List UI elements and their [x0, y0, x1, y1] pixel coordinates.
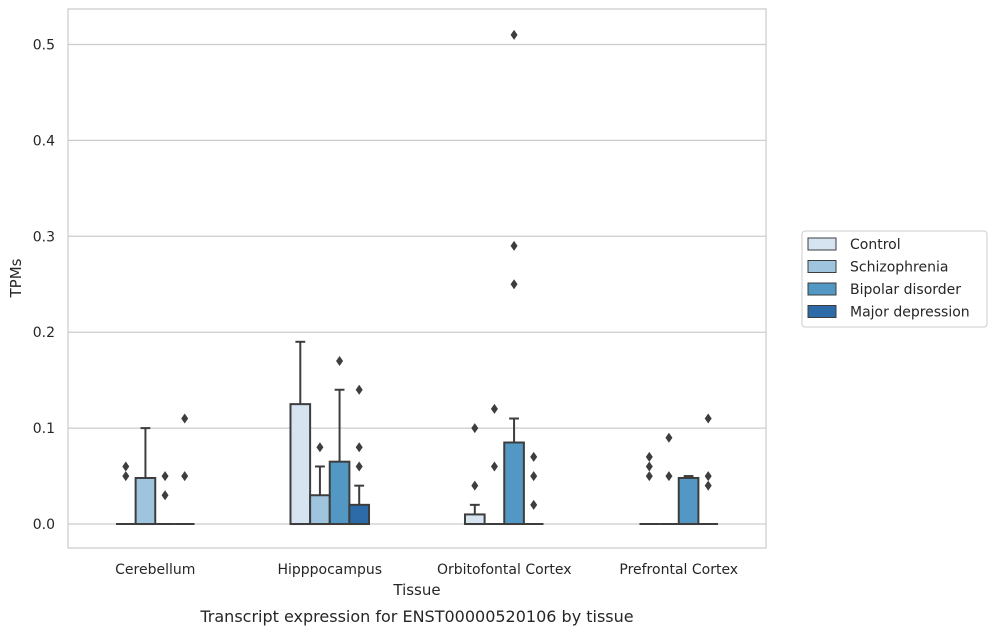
box-bipolar-disorder	[503, 29, 525, 526]
legend-swatch	[807, 282, 837, 296]
box-body	[348, 503, 371, 526]
box-body	[328, 460, 351, 526]
outlier-point	[665, 471, 673, 482]
legend-label: Major depression	[850, 305, 970, 321]
legend-swatch	[807, 305, 837, 318]
box-body	[463, 513, 486, 526]
outlier-point	[336, 355, 344, 366]
plot-frame	[67, 8, 767, 549]
outlier-point	[316, 442, 324, 453]
y-tick-labels: 0.0 0.1 0.2 0.3 0.4 0.5	[33, 37, 55, 533]
outlier-point	[530, 499, 538, 510]
outlier-point	[645, 461, 653, 472]
x-axis-label: Tissue	[392, 581, 440, 599]
outlier-point	[161, 490, 169, 501]
legend-label: Bipolar disorder	[850, 282, 961, 298]
outlier-point	[471, 480, 479, 491]
x-tick-label: Prefrontal Cortex	[619, 562, 738, 578]
legend-frame	[801, 230, 988, 328]
outlier-point	[665, 432, 673, 443]
box-major-depression	[174, 413, 195, 526]
outlier-point	[510, 240, 518, 251]
x-tick-label: Orbitofontal Cortex	[437, 562, 572, 578]
grid-lines	[68, 43, 766, 525]
legend-label: Control	[850, 237, 901, 253]
x-tick-label: Cerebellum	[115, 562, 195, 578]
y-tick-label: 0.0	[33, 517, 55, 533]
legend-swatch	[807, 260, 837, 273]
legend: Control Schizophrenia Bipolar disorder Majo…	[801, 230, 988, 328]
outlier-point	[355, 442, 363, 453]
y-tick-label: 0.1	[33, 421, 55, 437]
outlier-point	[645, 451, 653, 462]
box-body	[309, 494, 331, 526]
box-schizophrenia	[309, 442, 331, 526]
outlier-point	[645, 471, 653, 482]
box-control	[289, 340, 312, 526]
outlier-point	[122, 471, 130, 482]
box-body	[134, 476, 157, 526]
y-axis-label: TPMs	[7, 258, 25, 298]
x-tick-labels: Cerebellum Hipppocampus Orbitofontal Corte…	[115, 562, 738, 578]
outlier-point	[510, 279, 518, 290]
outlier-point	[161, 471, 169, 482]
box-body	[677, 476, 700, 526]
x-tick-label: Hipppocampus	[277, 562, 382, 578]
outlier-point	[355, 461, 363, 472]
outlier-point	[490, 461, 498, 472]
outlier-point	[471, 423, 479, 434]
box-control	[463, 423, 486, 526]
outlier-point	[704, 471, 712, 482]
box-major-depression	[523, 451, 544, 526]
box-schizophrenia	[659, 432, 679, 526]
outlier-point	[355, 384, 363, 395]
legend-label: Schizophrenia	[850, 260, 948, 276]
outlier-point	[510, 29, 518, 40]
y-tick-label: 0.2	[33, 325, 55, 341]
box-bipolar-disorder	[677, 475, 700, 526]
box-major-depression	[698, 413, 719, 526]
outlier-point	[181, 471, 189, 482]
y-tick-label: 0.5	[33, 37, 55, 53]
legend-swatch	[807, 237, 837, 251]
box-body	[289, 403, 312, 526]
box-bipolar-disorder	[328, 355, 351, 526]
box-major-depression	[348, 384, 371, 526]
outlier-point	[122, 461, 130, 472]
box-control	[639, 451, 660, 526]
box-control	[115, 461, 136, 526]
y-tick-label: 0.3	[33, 229, 55, 245]
outlier-point	[181, 413, 189, 424]
y-tick-label: 0.4	[33, 133, 55, 149]
box-schizophrenia	[484, 403, 505, 526]
chart-caption: Transcript expression for ENST0000052010…	[199, 607, 633, 626]
outlier-point	[530, 451, 538, 462]
boxes	[115, 29, 719, 526]
box-schizophrenia	[134, 427, 157, 526]
box-bipolar-disorder	[155, 471, 175, 526]
outlier-point	[490, 403, 498, 414]
outlier-point	[530, 471, 538, 482]
box-body	[503, 441, 525, 526]
outlier-point	[704, 480, 712, 491]
outlier-point	[704, 413, 712, 424]
